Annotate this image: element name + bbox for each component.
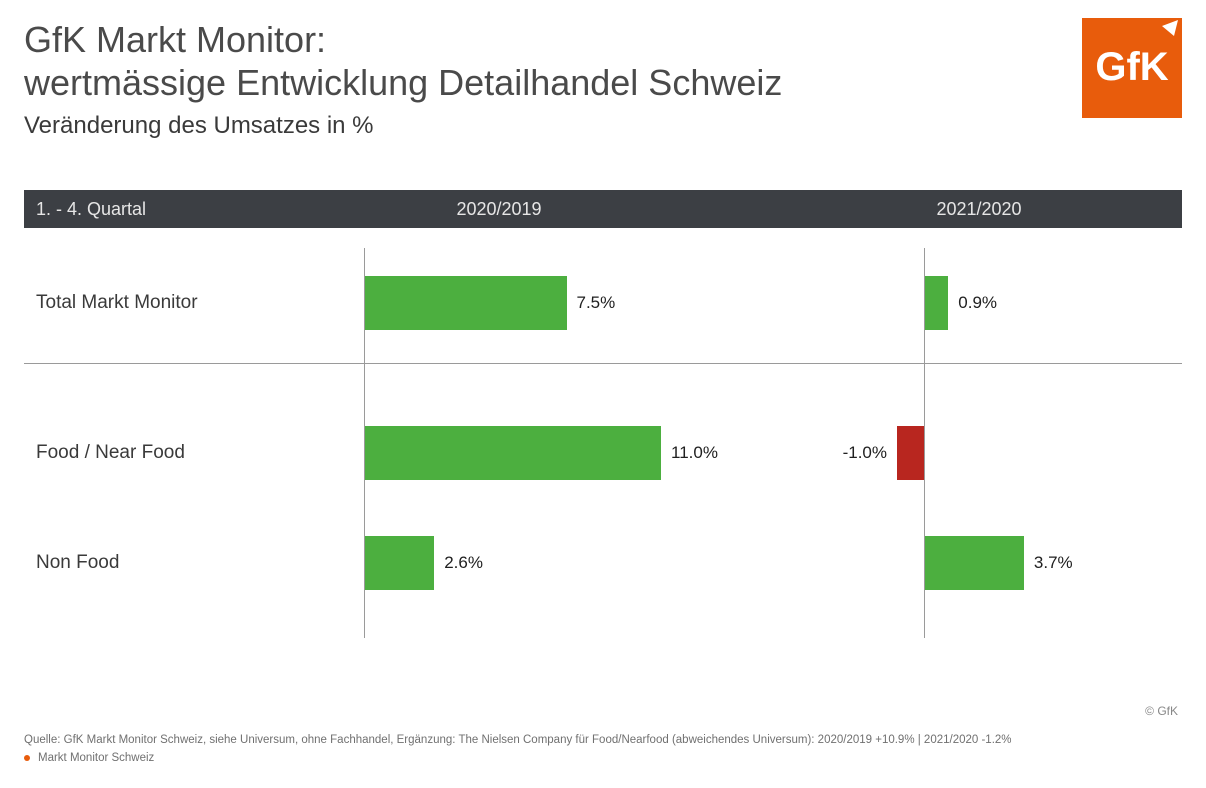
copyright-label: © GfK (1145, 704, 1178, 718)
chart-row: Total Markt Monitor 7.5% 0.9% (24, 248, 1182, 358)
page-title-line1: GfK Markt Monitor: (24, 18, 1182, 61)
footnote-source: Quelle: GfK Markt Monitor Schweiz, siehe… (24, 734, 1012, 746)
bar (364, 536, 434, 590)
header-period-label: 1. - 4. Quartal (36, 199, 146, 220)
bar-value-label: 7.5% (577, 293, 616, 313)
legend-bullet-icon (24, 755, 30, 761)
bar-value-label: 0.9% (958, 293, 997, 313)
row-label: Food / Near Food (36, 442, 185, 464)
bar (924, 276, 948, 330)
bar (897, 426, 924, 480)
bar (364, 426, 661, 480)
bar (364, 276, 567, 330)
column-header-bar: 1. - 4. Quartal 2020/2019 2021/2020 (24, 190, 1182, 228)
page-title-line2: wertmässige Entwicklung Detailhandel Sch… (24, 61, 1182, 104)
svg-text:GfK: GfK (1095, 45, 1168, 89)
bar-value-label: -1.0% (843, 443, 887, 463)
header-col2-label: 2021/2020 (936, 199, 1021, 220)
row-label: Non Food (36, 552, 119, 574)
zero-axis-line (364, 248, 365, 638)
bar-value-label: 3.7% (1034, 553, 1073, 573)
header-col1-label: 2020/2019 (456, 199, 541, 220)
footnote-legend: Markt Monitor Schweiz (24, 752, 154, 764)
row-label: Total Markt Monitor (36, 292, 198, 314)
zero-axis-line (924, 248, 925, 638)
bar-value-label: 11.0% (671, 443, 718, 463)
footnote-legend-text: Markt Monitor Schweiz (38, 752, 154, 764)
section-divider (24, 363, 1182, 364)
bar-value-label: 2.6% (444, 553, 483, 573)
bar (924, 536, 1024, 590)
chart-row: Non Food 2.6% 3.7% (24, 508, 1182, 618)
gfk-logo: GfK (1082, 18, 1182, 118)
chart-area: Total Markt Monitor 7.5% 0.9% Food / Near F… (24, 248, 1182, 678)
chart-row: Food / Near Food 11.0% -1.0% (24, 398, 1182, 508)
page-subtitle: Veränderung des Umsatzes in % (24, 112, 1182, 140)
